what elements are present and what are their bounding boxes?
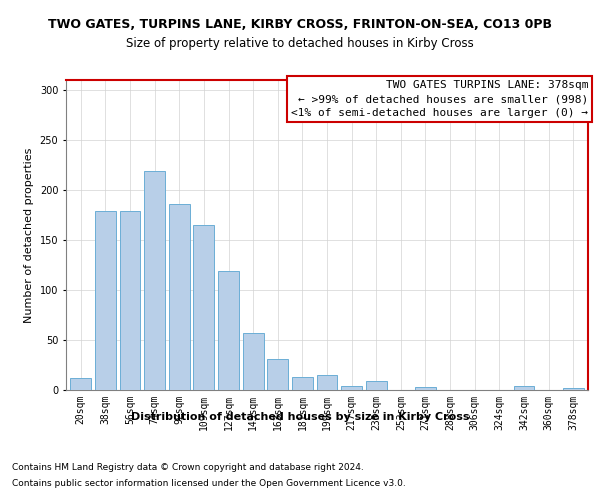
Bar [563,388,584,390]
Bar [317,375,337,390]
Bar [144,171,165,390]
Y-axis label: Number of detached properties: Number of detached properties [24,148,34,322]
Bar [119,211,140,390]
Text: TWO GATES, TURPINS LANE, KIRBY CROSS, FRINTON-ON-SEA, CO13 0PB: TWO GATES, TURPINS LANE, KIRBY CROSS, FR… [48,18,552,30]
Bar [366,381,387,390]
Bar [292,377,313,390]
Bar [70,378,91,390]
Text: TWO GATES TURPINS LANE: 378sqm
← >99% of detached houses are smaller (998)
<1% o: TWO GATES TURPINS LANE: 378sqm ← >99% of… [291,80,588,118]
Bar [267,359,288,390]
Bar [514,386,535,390]
Bar [169,204,190,390]
Text: Contains HM Land Registry data © Crown copyright and database right 2024.: Contains HM Land Registry data © Crown c… [12,464,364,472]
Bar [218,271,239,390]
Bar [415,387,436,390]
Text: Size of property relative to detached houses in Kirby Cross: Size of property relative to detached ho… [126,38,474,51]
Bar [193,225,214,390]
Text: Distribution of detached houses by size in Kirby Cross: Distribution of detached houses by size … [131,412,469,422]
Bar [242,333,263,390]
Bar [341,386,362,390]
Text: Contains public sector information licensed under the Open Government Licence v3: Contains public sector information licen… [12,478,406,488]
Bar [95,211,116,390]
